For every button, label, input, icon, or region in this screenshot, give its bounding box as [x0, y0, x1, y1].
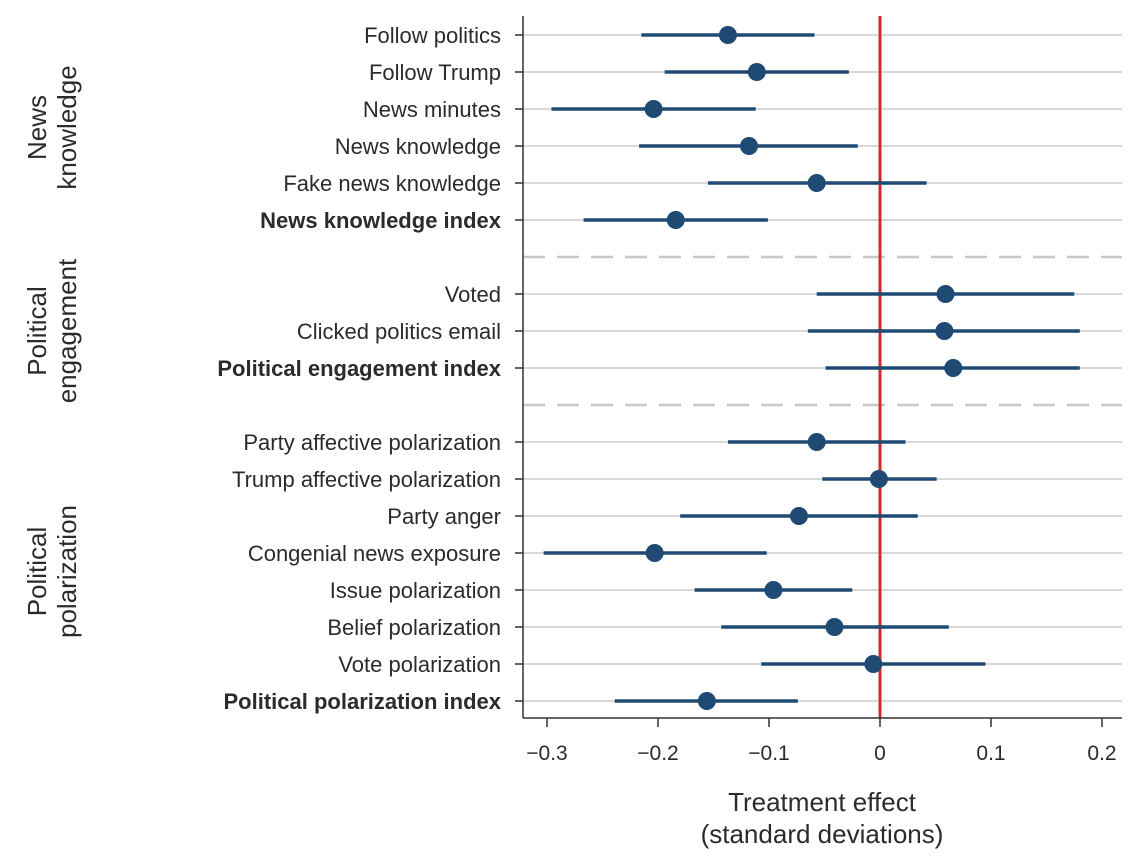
point-estimate — [936, 285, 955, 303]
point-estimate — [666, 211, 685, 229]
axes — [522, 16, 1122, 719]
row-label: Voted — [445, 282, 501, 307]
point-estimate — [789, 507, 808, 525]
point-estimate — [718, 26, 737, 44]
row-label: Trump affective polarization — [232, 467, 501, 492]
row-label: News knowledge index — [260, 208, 502, 233]
row-label: Fake news knowledge — [283, 171, 501, 196]
row-label: Follow Trump — [369, 60, 501, 85]
row-label: Political polarization index — [224, 689, 502, 714]
group-label: Newsknowledge — [22, 65, 82, 189]
row-labels: Follow politics Follow Trump News minutes N… — [217, 23, 501, 714]
row-label: Congenial news exposure — [248, 541, 501, 566]
x-tick-label: −0.1 — [748, 742, 789, 765]
point-estimate — [697, 692, 716, 710]
x-tick-label: 0 — [874, 742, 886, 765]
group-label: Politicalengagement — [22, 258, 82, 403]
point-estimate — [944, 359, 963, 377]
row-label: Clicked politics email — [297, 319, 501, 344]
row-label: News minutes — [363, 97, 501, 122]
point-estimate — [864, 655, 883, 673]
row-label: Issue polarization — [330, 578, 501, 603]
row-label: Vote polarization — [338, 652, 501, 677]
group-label: Politicalpolarization — [22, 505, 82, 638]
point-estimate — [935, 322, 954, 340]
point-estimates — [644, 26, 963, 710]
x-axis-subtitle: (standard deviations) — [701, 819, 944, 849]
point-estimate — [644, 100, 663, 118]
x-tick-label: 0.1 — [976, 742, 1005, 765]
row-label: Party anger — [387, 504, 501, 529]
point-estimate — [747, 63, 766, 81]
point-estimate — [645, 544, 664, 562]
row-label: News knowledge — [335, 134, 501, 159]
point-estimate — [740, 137, 759, 155]
x-axis-ticks: −0.3 −0.2 −0.1 0 0.1 0.2 — [526, 718, 1117, 765]
point-estimate — [825, 618, 844, 636]
point-estimate — [807, 433, 826, 451]
point-estimate — [869, 470, 888, 488]
x-axis-title: Treatment effect — [728, 787, 917, 817]
row-label: Follow politics — [364, 23, 501, 48]
x-tick-label: −0.2 — [637, 742, 678, 765]
row-label: Party affective polarization — [243, 430, 501, 455]
group-labels: Newsknowledge Politicalengagement Politica… — [22, 65, 82, 638]
x-tick-label: 0.2 — [1087, 742, 1116, 765]
point-estimate — [764, 581, 783, 599]
point-estimate — [807, 174, 826, 192]
row-label: Belief polarization — [327, 615, 501, 640]
row-label: Political engagement index — [217, 356, 501, 381]
x-tick-label: −0.3 — [526, 742, 567, 765]
